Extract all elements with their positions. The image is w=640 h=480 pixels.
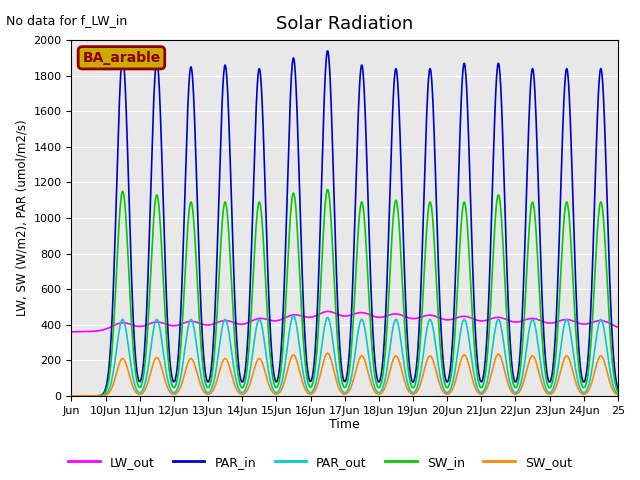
PAR_in bbox=[607, 313, 615, 319]
LW_out bbox=[331, 310, 339, 316]
PAR_in bbox=[153, 59, 161, 64]
LW_out bbox=[607, 321, 615, 327]
PAR_out bbox=[614, 391, 622, 397]
Line: PAR_out: PAR_out bbox=[72, 316, 618, 396]
LW_out bbox=[320, 309, 328, 315]
SW_in bbox=[153, 192, 161, 198]
SW_in bbox=[614, 389, 622, 395]
Text: No data for f_LW_in: No data for f_LW_in bbox=[6, 14, 127, 27]
PAR_out bbox=[554, 366, 562, 372]
SW_out bbox=[607, 383, 615, 389]
Line: LW_out: LW_out bbox=[72, 312, 618, 332]
SW_out bbox=[324, 350, 332, 356]
SW_in bbox=[554, 325, 562, 331]
PAR_in bbox=[331, 210, 339, 216]
PAR_in bbox=[614, 386, 622, 392]
PAR_in bbox=[474, 361, 481, 367]
PAR_out bbox=[474, 386, 481, 392]
SW_out bbox=[474, 389, 481, 395]
Title: Solar Radiation: Solar Radiation bbox=[276, 15, 413, 33]
SW_in bbox=[320, 222, 328, 228]
SW_in bbox=[607, 346, 615, 351]
SW_in bbox=[324, 187, 332, 192]
Text: BA_arable: BA_arable bbox=[83, 51, 161, 65]
LW_out bbox=[474, 317, 481, 323]
LW_out bbox=[614, 324, 622, 330]
LW_out bbox=[554, 319, 562, 324]
PAR_in bbox=[554, 279, 562, 285]
PAR_out bbox=[153, 316, 161, 322]
SW_out bbox=[68, 393, 76, 399]
Line: SW_in: SW_in bbox=[72, 190, 618, 396]
LW_out bbox=[153, 319, 161, 325]
PAR_out bbox=[290, 313, 298, 319]
PAR_in bbox=[68, 393, 76, 399]
SW_out bbox=[331, 371, 339, 376]
LW_out bbox=[324, 309, 332, 314]
SW_in bbox=[331, 284, 339, 289]
SW_out bbox=[320, 358, 328, 363]
SW_out bbox=[153, 355, 161, 360]
SW_in bbox=[68, 393, 76, 399]
SW_out bbox=[614, 392, 622, 398]
SW_out bbox=[554, 379, 562, 385]
PAR_in bbox=[320, 107, 328, 112]
SW_in bbox=[474, 374, 481, 380]
Legend: LW_out, PAR_in, PAR_out, SW_in, SW_out: LW_out, PAR_in, PAR_out, SW_in, SW_out bbox=[63, 451, 577, 474]
PAR_out bbox=[607, 374, 615, 380]
Line: PAR_in: PAR_in bbox=[72, 51, 618, 396]
X-axis label: Time: Time bbox=[330, 419, 360, 432]
PAR_out bbox=[321, 326, 328, 332]
Y-axis label: LW, SW (W/m2), PAR (umol/m2/s): LW, SW (W/m2), PAR (umol/m2/s) bbox=[15, 120, 28, 316]
LW_out bbox=[68, 329, 76, 335]
PAR_out bbox=[331, 351, 339, 357]
PAR_in bbox=[324, 48, 332, 54]
PAR_out bbox=[68, 393, 76, 399]
Line: SW_out: SW_out bbox=[72, 353, 618, 396]
